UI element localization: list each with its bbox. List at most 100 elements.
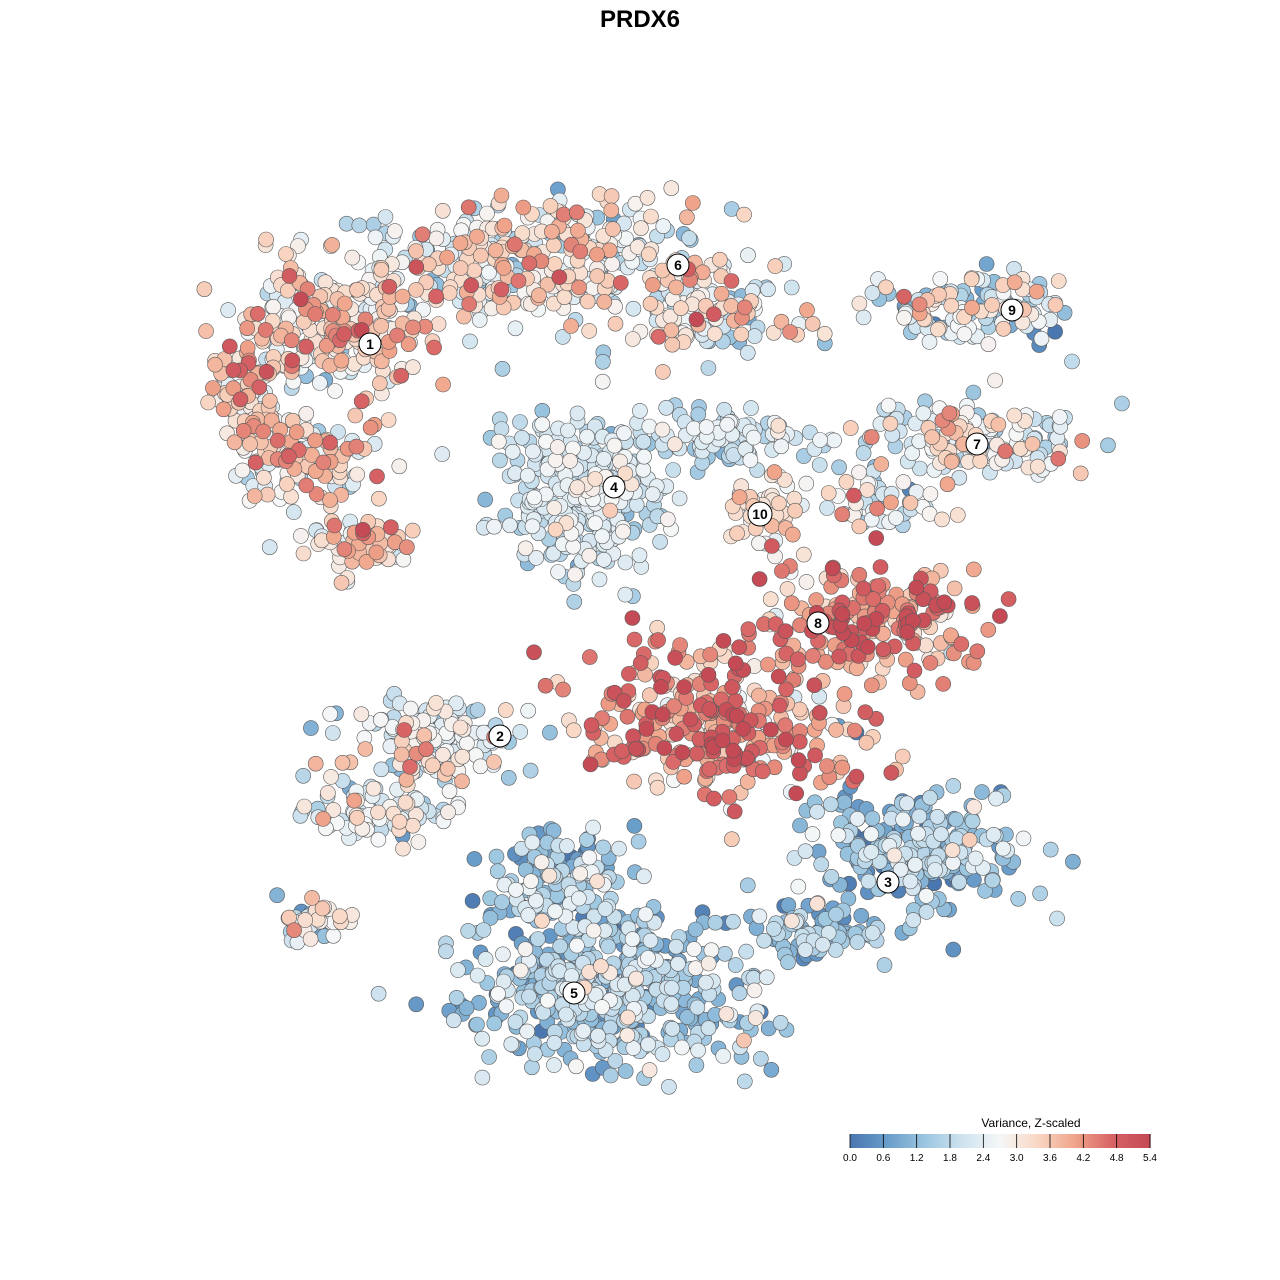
scatter-point: [542, 724, 558, 741]
scatter-point: [614, 743, 630, 759]
scatter-point: [239, 320, 255, 337]
scatter-point: [522, 762, 539, 779]
scatter-point: [828, 722, 844, 738]
scatter-point: [655, 364, 671, 380]
scatter-point: [324, 237, 340, 253]
scatter-point: [315, 454, 332, 471]
scatter-point: [295, 767, 312, 784]
scatter-point: [780, 954, 796, 971]
scatter-point: [495, 946, 511, 963]
scatter-point: [621, 666, 637, 682]
scatter-point: [368, 544, 385, 561]
scatter-point: [804, 826, 821, 842]
scatter-point: [220, 302, 236, 318]
scatter-point: [596, 451, 612, 467]
scatter-point: [572, 243, 589, 260]
scatter-point: [682, 711, 699, 728]
scatter-point: [1042, 841, 1059, 858]
scatter-point: [558, 1006, 574, 1023]
cluster-label-8: 8: [806, 611, 830, 635]
scatter-point: [902, 495, 919, 511]
scatter-point: [813, 856, 830, 873]
scatter-point: [295, 545, 312, 562]
scatter-point: [595, 353, 611, 370]
cluster-label-text: 6: [674, 257, 682, 273]
scatter-point: [496, 217, 513, 234]
scatter-point: [482, 910, 499, 926]
scatter-point: [330, 424, 346, 440]
scatter-point: [771, 697, 788, 714]
scatter-point: [303, 720, 319, 736]
scatter-point: [298, 477, 315, 494]
scatter-point: [596, 293, 613, 310]
scatter-point: [773, 438, 790, 455]
scatter-point: [961, 832, 978, 848]
scatter-point: [687, 921, 704, 938]
scatter-point: [490, 433, 507, 450]
scatter-point: [519, 467, 536, 484]
scatter-point: [336, 541, 353, 558]
scatter-point: [911, 296, 928, 313]
scatter-point: [870, 578, 886, 594]
scatter-point: [494, 360, 511, 377]
scatter-point: [472, 758, 489, 775]
scatter-point: [745, 429, 762, 446]
scatter-point: [399, 539, 415, 556]
scatter-point: [724, 679, 740, 696]
scatter-point: [798, 574, 815, 590]
scatter-point: [783, 913, 800, 929]
scatter-point: [638, 721, 655, 737]
scatter-point: [814, 936, 831, 953]
scatter-point: [733, 326, 750, 343]
scatter-point: [347, 407, 364, 424]
scatter-point: [582, 756, 599, 773]
cluster-label-text: 4: [610, 479, 618, 495]
scatter-point: [935, 676, 952, 692]
scatter-point: [1064, 353, 1080, 370]
scatter-point: [452, 235, 469, 251]
scatter-point: [326, 517, 343, 534]
scatter-point: [1047, 297, 1064, 313]
scatter-point: [459, 735, 475, 752]
scatter-point: [1100, 437, 1116, 454]
scatter-point: [812, 432, 828, 448]
scatter-point: [265, 298, 282, 315]
scatter-point: [255, 423, 272, 440]
scatter-point: [611, 840, 627, 857]
scatter-point: [589, 268, 606, 284]
scatter-point: [570, 222, 586, 239]
scatter-point: [624, 331, 641, 347]
scatter-point: [472, 247, 489, 264]
scatter-point: [820, 485, 837, 501]
scatter-point: [700, 955, 717, 972]
scatter-point: [560, 422, 576, 439]
scatter-point: [324, 725, 341, 741]
scatter-point: [602, 1067, 619, 1084]
scatter-point: [477, 491, 494, 508]
scatter-point: [336, 326, 352, 342]
scatter-point: [207, 356, 223, 373]
scatter-point: [620, 1009, 636, 1026]
scatter-point: [718, 1006, 735, 1022]
scatter-point: [198, 323, 214, 339]
scatter-point: [514, 429, 530, 446]
scatter-point: [624, 931, 641, 947]
scatter-point: [626, 818, 643, 834]
scatter-point: [520, 907, 537, 923]
scatter-point: [594, 999, 610, 1015]
scatter-point: [389, 327, 405, 344]
scatter-point: [286, 922, 302, 939]
scatter-point: [964, 299, 980, 316]
scatter-point: [849, 934, 866, 950]
color-legend: Variance, Z-scaled 0.0 0.6 1.2 1.8 2.4 3.0 3.6…: [843, 1116, 1157, 1164]
scatter-point: [719, 416, 736, 433]
scatter-point: [381, 278, 398, 295]
scatter-point: [739, 344, 756, 361]
scatter-point: [526, 644, 542, 661]
scatter-point: [281, 268, 298, 284]
scatter-point: [636, 448, 652, 465]
scatter-point: [391, 813, 408, 830]
cluster-label-10: 10: [747, 501, 773, 527]
scatter-point: [774, 563, 790, 579]
scatter-point: [517, 540, 534, 557]
